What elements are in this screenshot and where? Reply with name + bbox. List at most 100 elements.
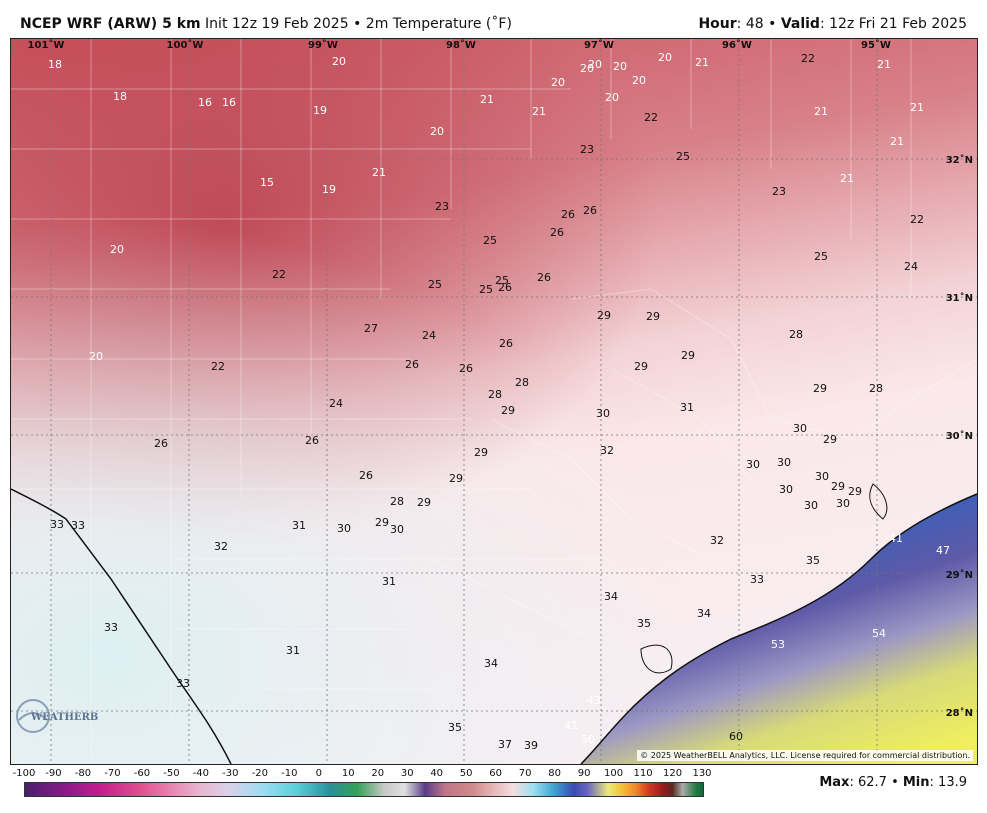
- max-min-stats: Max: 62.7 • Min: 13.9: [819, 775, 967, 790]
- hour-value: : 48: [736, 16, 764, 32]
- temperature-label: 20: [613, 60, 627, 73]
- colorbar-tick-label: -30: [222, 768, 239, 779]
- temperature-label: 21: [910, 101, 924, 114]
- temperature-label: 50: [581, 733, 595, 746]
- temperature-label: 28: [390, 495, 404, 508]
- colorbar-tick-label: 20: [371, 768, 385, 779]
- temperature-label: 26: [537, 271, 551, 284]
- colorbar-gradient: [24, 782, 704, 797]
- temperature-label: 23: [772, 185, 786, 198]
- colorbar-tick-label: -90: [45, 768, 62, 779]
- colorbar-tick-label: -20: [251, 768, 268, 779]
- valid-label: Valid: [780, 16, 820, 32]
- temperature-label: 25: [676, 150, 690, 163]
- temperature-label: 26: [561, 208, 575, 221]
- temperature-label: 23: [435, 200, 449, 213]
- temperature-label: 21: [372, 166, 386, 179]
- temperature-label: 35: [806, 554, 820, 567]
- separator: •: [353, 16, 362, 32]
- min-label: Min: [902, 775, 930, 790]
- temperature-label: 31: [286, 644, 300, 657]
- temperature-label: 26: [583, 204, 597, 217]
- rio-grande-border: [11, 488, 232, 764]
- temperature-label: 24: [329, 397, 343, 410]
- temperature-label: 37: [498, 738, 512, 751]
- colorbar-tick-label: 40: [430, 768, 444, 779]
- temperature-label: 30: [390, 523, 404, 536]
- temperature-label: 16: [222, 96, 236, 109]
- colorbar-tick-label: 10: [341, 768, 355, 779]
- longitude-label: 96˚W: [722, 39, 752, 51]
- temperature-label: 21: [532, 105, 546, 118]
- colorbar-tick-label: 0: [315, 768, 322, 779]
- colorbar-tick-label: 130: [692, 768, 712, 779]
- temperature-label: 22: [644, 111, 658, 124]
- temperature-label: 27: [364, 322, 378, 335]
- temperature-label: 24: [422, 329, 436, 342]
- colorbar-tick-label: 80: [548, 768, 561, 779]
- temperature-label: 35: [637, 617, 651, 630]
- latitude-label: 30˚N: [946, 430, 973, 442]
- temperature-label: 41: [889, 532, 903, 545]
- max-label: Max: [819, 775, 850, 790]
- temperature-label: 26: [154, 437, 168, 450]
- temperature-label: 60: [729, 730, 743, 743]
- colorbar-tick-label: -70: [104, 768, 121, 779]
- longitude-label: 101˚W: [28, 39, 65, 51]
- temperature-label: 34: [697, 607, 711, 620]
- longitude-label: 98˚W: [446, 39, 476, 51]
- colorbar-tick-label: 120: [662, 768, 683, 779]
- temperature-map[interactable]: 101˚W 100˚W 99˚W 98˚W 97˚W 96˚W 95˚W 32˚N 31˚N 3…: [10, 38, 978, 765]
- temperature-label: 25: [479, 283, 493, 296]
- colorbar-tick-label: 50: [459, 768, 473, 779]
- temperature-label: 47: [936, 544, 950, 557]
- temperature-label: 26: [498, 281, 512, 294]
- temperature-label: 21: [695, 56, 709, 69]
- colorbar: -100 -90 -80 -70 -60 -50 -40 -30 -20 -10 0 10 20 30 40…: [10, 765, 730, 810]
- temperature-label: 26: [499, 337, 513, 350]
- header-right: Hour: 48 • Valid: 12z Fri 21 Feb 2025: [698, 16, 967, 32]
- temperature-label: 34: [604, 590, 618, 603]
- temperature-label: 29: [417, 496, 431, 509]
- temperature-label: 29: [813, 382, 827, 395]
- temperature-label: 29: [597, 309, 611, 322]
- temperature-label: 29: [375, 516, 389, 529]
- colorbar-tick-label: -60: [133, 768, 151, 779]
- colorbar-tick-label: 110: [633, 768, 653, 779]
- temperature-label: 21: [890, 135, 904, 148]
- temperature-label: 21: [840, 172, 854, 185]
- temperature-label: 33: [71, 519, 85, 532]
- temperature-label: 53: [771, 638, 785, 651]
- colorbar-tick-label: 100: [604, 768, 624, 779]
- temperature-label: 26: [359, 469, 373, 482]
- graticule: [11, 39, 977, 764]
- latitude-labels: 32˚N 31˚N 30˚N 29˚N 28˚N: [946, 154, 973, 719]
- copyright-notice: © 2025 WeatherBELL Analytics, LLC. Licen…: [637, 750, 973, 761]
- longitude-label: 97˚W: [584, 39, 614, 51]
- temperature-label: 30: [815, 470, 829, 483]
- temperature-label: 29: [646, 310, 660, 323]
- temperature-label: 22: [801, 52, 815, 65]
- model-name: NCEP WRF (ARW) 5 km: [20, 16, 201, 32]
- colorbar-tick-label: 30: [400, 768, 414, 779]
- temperature-label: 30: [746, 458, 760, 471]
- temperature-label: 34: [484, 657, 498, 670]
- map-header: NCEP WRF (ARW) 5 km Init 12z 19 Feb 2025…: [0, 0, 987, 38]
- temperature-label: 54: [872, 627, 886, 640]
- temperature-label: 28: [515, 376, 529, 389]
- temperature-label: 16: [198, 96, 212, 109]
- temperature-label: 31: [680, 401, 694, 414]
- temperature-label: 29: [681, 349, 695, 362]
- temperature-label: 29: [449, 472, 463, 485]
- temperature-label: 31: [292, 519, 306, 532]
- temperature-label: 35: [448, 721, 462, 734]
- longitude-label: 99˚W: [308, 39, 338, 51]
- temperature-label: 25: [495, 274, 509, 287]
- temperature-label: 20: [551, 76, 565, 89]
- temperature-label: 21: [877, 58, 891, 71]
- temperature-label: 33: [750, 573, 764, 586]
- temperature-label: 20: [658, 51, 672, 64]
- hour-label: Hour: [698, 16, 737, 32]
- colorbar-tick-label: 60: [489, 768, 503, 779]
- weatherbell-logo: WEATHERBELL: [15, 698, 99, 734]
